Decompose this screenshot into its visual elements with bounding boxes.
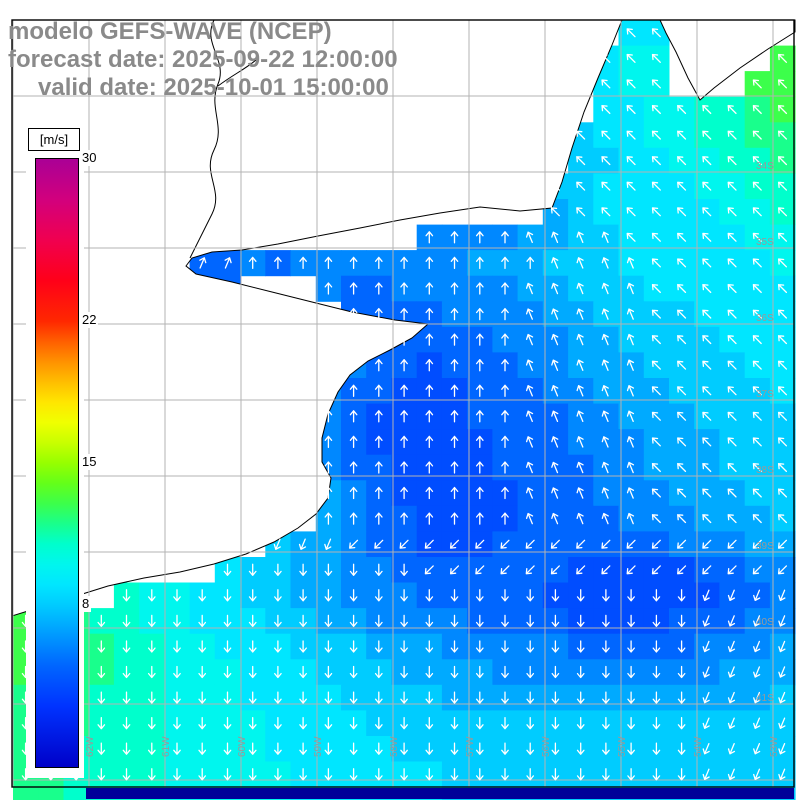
colorbar-tick-8: 8 [80, 595, 92, 612]
model-title: modelo GEFS-WAVE (NCEP) [8, 18, 332, 45]
lat-label: 40S [756, 617, 774, 628]
lon-label: 57W [465, 736, 476, 757]
river-line [189, 19, 221, 259]
direction-arrows [21, 28, 788, 781]
colorbar-gradient [35, 158, 79, 768]
valid-date-line: valid date: 2025-10-01 15:00:00 [38, 74, 389, 101]
lon-label: 56W [541, 736, 552, 757]
lat-label: 37S [756, 389, 774, 400]
lon-label: 61W [161, 736, 172, 757]
graticule-labels: 34S 35S 36S 37S 38S 39S 40S 41S 62W 61W 60W 59W 58W 5… [85, 161, 780, 757]
lon-label: 54W [693, 736, 704, 757]
model-boundary-strip [86, 788, 794, 799]
colorbar-tick-30: 30 [80, 150, 99, 166]
lon-label: 53W [769, 736, 780, 757]
colorbar: [m/s] 30 22 15 8 [26, 126, 99, 778]
lon-label: 62W [85, 736, 96, 757]
lat-label: 34S [756, 161, 774, 172]
title-block: modelo GEFS-WAVE (NCEP) forecast date: 2… [8, 18, 398, 102]
colorbar-tick-22: 22 [80, 312, 99, 329]
colorbar-tick-15: 15 [80, 454, 99, 470]
lon-label: 59W [313, 736, 324, 757]
river-line [217, 59, 257, 87]
lat-label: 39S [756, 541, 774, 552]
colorbar-unit-label: [m/s] [28, 128, 80, 151]
forecast-date-line: forecast date: 2025-09-22 12:00:00 [8, 46, 398, 73]
lon-label: 58W [389, 736, 400, 757]
lat-label: 36S [756, 313, 774, 324]
lat-label: 38S [756, 465, 774, 476]
map-frame [11, 19, 795, 788]
lon-label: 60W [237, 736, 248, 757]
lat-label: 35S [756, 237, 774, 248]
lat-label: 41S [756, 693, 774, 704]
graticule [12, 19, 794, 787]
lon-label: 55W [617, 736, 628, 757]
